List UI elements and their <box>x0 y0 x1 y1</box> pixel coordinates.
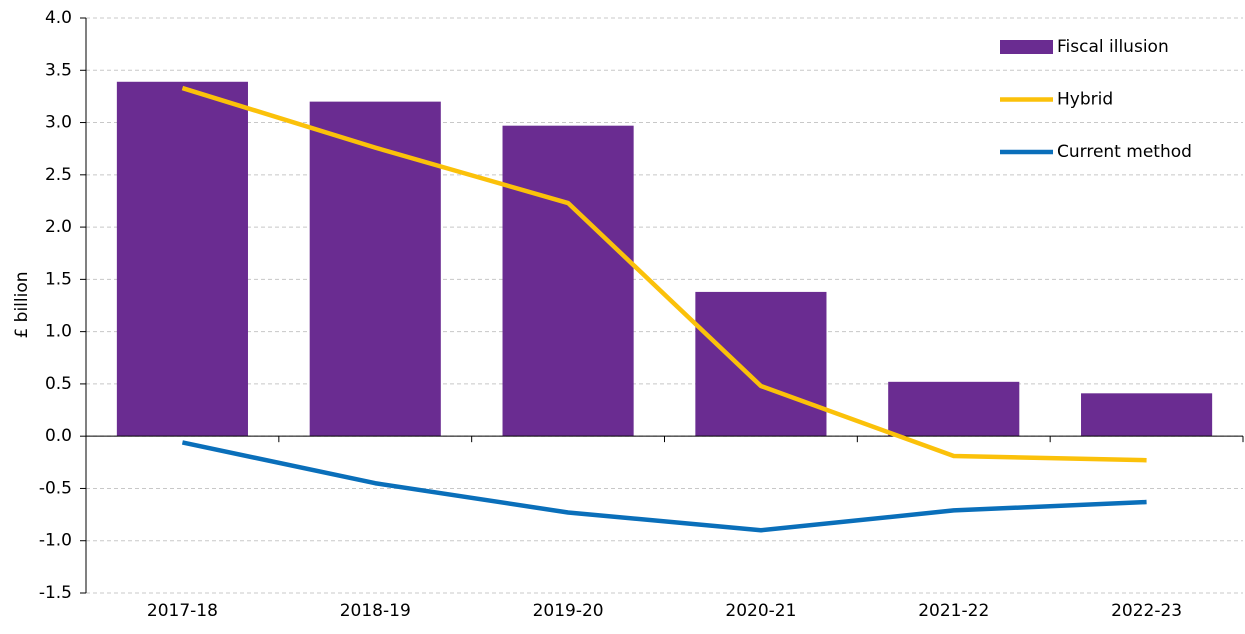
legend-label: Fiscal illusion <box>1057 37 1169 57</box>
legend-label: Current method <box>1057 142 1192 162</box>
y-tick-label: 3.5 <box>45 60 72 80</box>
y-tick-label: 1.0 <box>45 322 72 342</box>
x-tick-label: 2021-22 <box>918 601 989 621</box>
y-tick-label: 0.5 <box>45 374 72 394</box>
bar <box>116 81 248 437</box>
y-axis-label: £ billion <box>12 271 32 338</box>
y-tick-label: 4.0 <box>45 8 72 28</box>
x-tick-label: 2020-21 <box>725 601 796 621</box>
legend-label: Hybrid <box>1057 90 1113 110</box>
bar <box>1081 393 1213 437</box>
x-tick-label: 2022-23 <box>1111 601 1182 621</box>
line <box>181 440 1147 533</box>
y-tick-label: 0.0 <box>45 426 72 446</box>
legend-swatch <box>1000 40 1053 54</box>
bar <box>888 381 1020 437</box>
y-tick-label: 3.0 <box>45 113 72 133</box>
bar <box>502 125 634 437</box>
x-tick-label: 2018-19 <box>340 601 411 621</box>
bar <box>309 101 441 437</box>
x-tick-label: 2019-20 <box>533 601 604 621</box>
y-tick-label: -1.5 <box>39 583 72 603</box>
y-tick-label: -0.5 <box>39 478 72 498</box>
y-tick-label: 2.5 <box>45 165 72 185</box>
line <box>181 85 1147 463</box>
x-tick-label: 2017-18 <box>147 601 218 621</box>
y-tick-label: 1.5 <box>45 269 72 289</box>
bar <box>695 291 827 437</box>
y-tick-label: -1.0 <box>39 531 72 551</box>
y-tick-label: 2.0 <box>45 217 72 237</box>
